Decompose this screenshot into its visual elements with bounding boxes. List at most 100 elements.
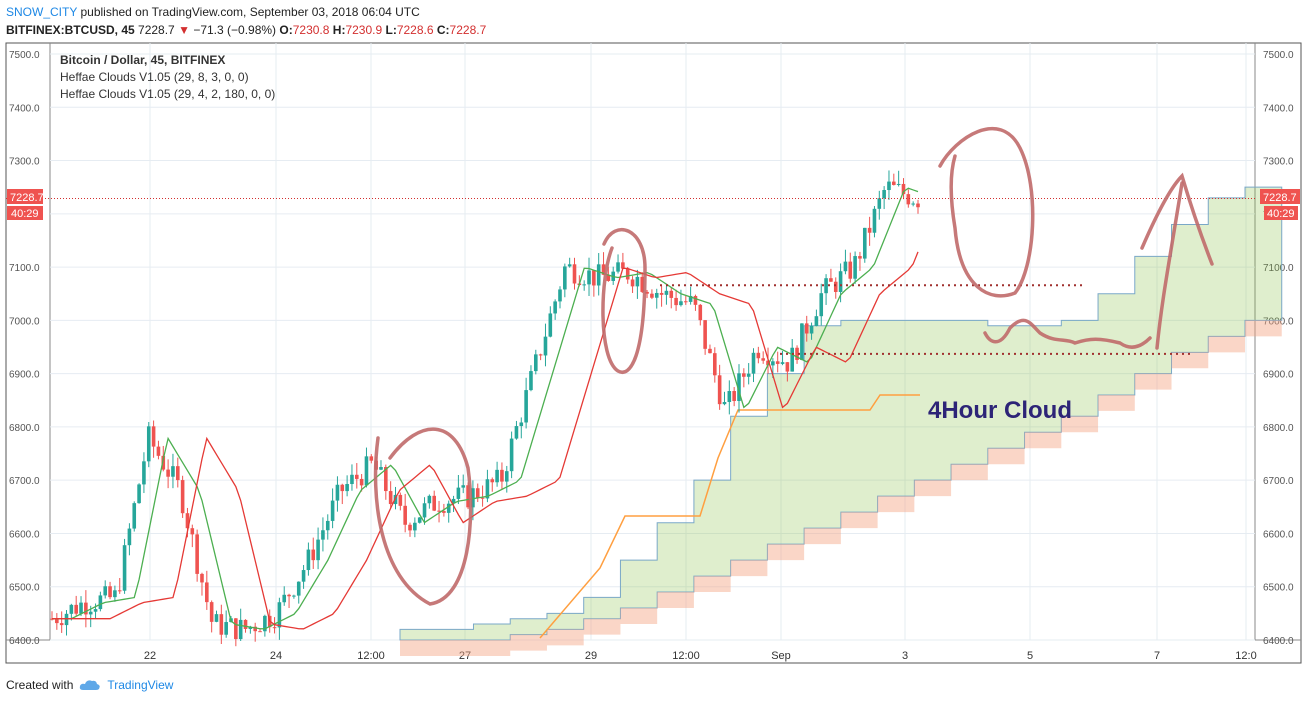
candle-body bbox=[635, 276, 640, 287]
candle-body bbox=[553, 301, 557, 314]
drawings bbox=[6, 126, 1255, 606]
candle-body bbox=[509, 438, 514, 472]
candle-body bbox=[896, 183, 901, 185]
candle-body bbox=[287, 594, 291, 597]
candle-body bbox=[708, 348, 712, 354]
ma-slow-line bbox=[52, 251, 919, 630]
up-arrow-drawing bbox=[1140, 172, 1214, 266]
candle-body bbox=[325, 520, 330, 531]
legend-title: Bitcoin / Dollar, 45, BITFINEX bbox=[60, 53, 225, 67]
candle-body bbox=[824, 278, 828, 294]
last-price: 7228.7 bbox=[138, 23, 175, 37]
candle-body bbox=[108, 586, 112, 598]
candle-body bbox=[282, 594, 287, 603]
candle-body bbox=[529, 371, 533, 391]
candle-body bbox=[766, 360, 770, 366]
tradingview-link[interactable]: TradingView bbox=[107, 678, 174, 692]
candle-body bbox=[113, 590, 117, 598]
candle-body bbox=[185, 513, 190, 529]
y-tick-label-left: 7000.0 bbox=[9, 316, 40, 327]
candle-body bbox=[480, 497, 485, 499]
x-axis-labels: 22 24 12:00 27 29 12:00 Sep 3 5 7 12:0 bbox=[144, 650, 1257, 662]
candle-body bbox=[330, 500, 335, 521]
low-value: 7228.6 bbox=[396, 23, 434, 37]
candle-body bbox=[722, 402, 727, 405]
candle-body bbox=[146, 426, 151, 462]
candle-body bbox=[693, 295, 698, 305]
candle-body bbox=[263, 615, 267, 632]
x-tick-label: 7 bbox=[1154, 650, 1160, 662]
candle-body bbox=[461, 485, 466, 488]
y-tick-label-left: 6400.0 bbox=[9, 636, 40, 647]
price-chart[interactable]: 6400.0 6400.0 6500.0 6500.0 6600.0 6600.0 6700… bbox=[0, 38, 1307, 668]
candle-body bbox=[190, 528, 195, 535]
candle-body bbox=[901, 183, 906, 195]
candle-body bbox=[887, 181, 891, 191]
candle-body bbox=[466, 485, 470, 508]
candle-body bbox=[838, 271, 843, 292]
candle-body bbox=[616, 262, 620, 272]
candle-body bbox=[848, 261, 853, 279]
y-tick-label-right: 6700.0 bbox=[1263, 476, 1294, 487]
candle-body bbox=[84, 602, 88, 615]
candle-body bbox=[587, 270, 591, 285]
candle-body bbox=[403, 505, 407, 525]
candle-body bbox=[882, 190, 886, 199]
y-tick-label-left: 7500.0 bbox=[9, 50, 40, 61]
candle-body bbox=[335, 484, 340, 501]
candle-body bbox=[500, 469, 504, 482]
candle-body bbox=[674, 297, 678, 306]
candle-body bbox=[698, 304, 703, 321]
candle-body bbox=[171, 466, 175, 477]
candle-body bbox=[703, 320, 707, 349]
up-arrow-stem bbox=[1155, 181, 1184, 350]
candle-body bbox=[911, 203, 915, 205]
candle-body bbox=[640, 276, 645, 292]
ellipse-drawing-3 bbox=[938, 126, 1035, 298]
y-tick-label-left: 6700.0 bbox=[9, 476, 40, 487]
candle-body bbox=[596, 264, 601, 286]
candle-body bbox=[872, 208, 877, 233]
candle-body bbox=[456, 487, 461, 499]
candle-body bbox=[717, 375, 722, 405]
high-value: 7230.9 bbox=[345, 23, 383, 37]
candle-body bbox=[69, 604, 74, 614]
candle-body bbox=[248, 626, 253, 629]
candle-body bbox=[780, 362, 785, 364]
username-link[interactable]: SNOW_CITY bbox=[6, 5, 78, 19]
y-tick-label-left: 6900.0 bbox=[9, 370, 40, 381]
candle-body bbox=[519, 422, 524, 427]
candle-body bbox=[127, 528, 132, 546]
y-tick-label-left: 7100.0 bbox=[9, 263, 40, 274]
x-tick-label: 22 bbox=[144, 650, 156, 662]
tradingview-cloud-icon bbox=[80, 680, 101, 690]
candles bbox=[50, 170, 920, 647]
price-tag-right-countdown: 40:29 bbox=[1267, 208, 1295, 220]
ellipse-drawing-2 bbox=[601, 227, 647, 374]
x-tick-label: 24 bbox=[270, 650, 282, 662]
close-label: C: bbox=[436, 23, 450, 37]
candle-body bbox=[369, 456, 374, 461]
candle-body bbox=[853, 256, 857, 279]
candle-body bbox=[55, 618, 59, 624]
candle-body bbox=[858, 256, 862, 259]
low-label: L: bbox=[385, 23, 397, 37]
candle-body bbox=[200, 573, 204, 583]
candle-body bbox=[683, 301, 688, 303]
candle-body bbox=[432, 495, 437, 511]
x-tick-label: 12:00 bbox=[357, 650, 385, 662]
candle-body bbox=[243, 619, 248, 629]
candle-body bbox=[867, 227, 872, 233]
candle-body bbox=[785, 362, 790, 372]
cloud-annotation-label: 4Hour Cloud bbox=[928, 397, 1072, 424]
y-tick-label-left: 6500.0 bbox=[9, 583, 40, 594]
candle-body bbox=[504, 471, 509, 482]
candle-body bbox=[137, 484, 141, 504]
publish-info: SNOW_CITY published on TradingView.com, … bbox=[6, 5, 420, 19]
ohlc-line: BITFINEX:BTCUSD, 45 7228.7 ▼ −71.3 (−0.9… bbox=[6, 23, 486, 37]
candle-body bbox=[490, 479, 495, 483]
y-tick-label-right: 6400.0 bbox=[1263, 636, 1294, 647]
candle-body bbox=[563, 266, 567, 290]
down-arrow-icon: ▼ bbox=[178, 23, 190, 37]
candle-body bbox=[800, 323, 804, 360]
